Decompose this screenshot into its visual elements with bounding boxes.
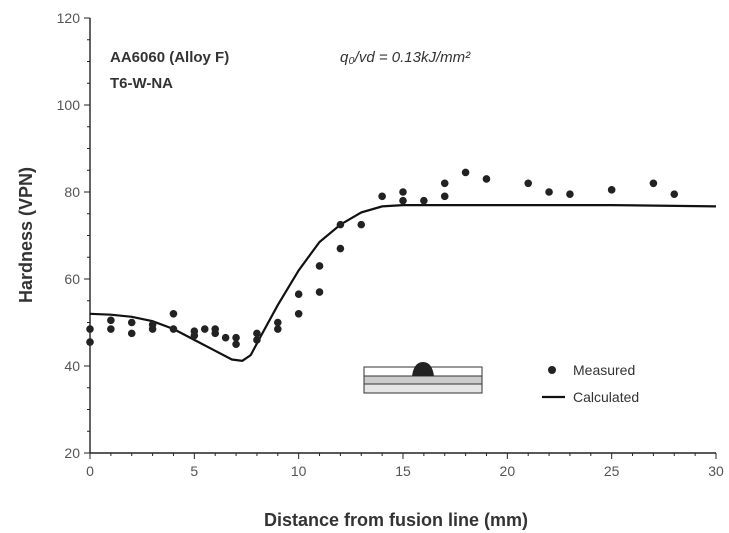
measured-point xyxy=(86,338,94,346)
measured-point xyxy=(440,179,449,188)
x-tick-label: 5 xyxy=(190,463,198,479)
measured-point xyxy=(107,325,115,333)
y-axis-title: Hardness (VPN) xyxy=(16,167,36,303)
measured-point xyxy=(232,333,240,342)
heat-input-annotation: q₀/vd = 0.13kJ/mm² xyxy=(340,49,471,66)
x-tick-label: 30 xyxy=(708,463,724,479)
measured-point xyxy=(253,336,261,344)
alloy-annotation: AA6060 (Alloy F) xyxy=(110,49,229,66)
measured-point xyxy=(294,310,303,318)
measured-point xyxy=(399,196,407,205)
x-tick-label: 10 xyxy=(291,463,307,479)
measured-point xyxy=(524,179,532,188)
measured-point xyxy=(107,316,115,325)
measured-point xyxy=(274,325,282,333)
measured-point xyxy=(482,175,491,183)
measured-point xyxy=(440,192,449,201)
x-ticks: 0 5 10 15 20 25 30 xyxy=(86,453,724,479)
x-tick-label: 15 xyxy=(395,463,411,479)
measured-point xyxy=(420,196,428,205)
measured-point xyxy=(545,188,553,196)
measured-point xyxy=(294,290,303,299)
legend-calculated-label: Calculated xyxy=(573,389,639,405)
measured-point xyxy=(274,318,282,327)
plot-axes: 0 5 10 15 20 25 30 20 40 60 80 100 120 xyxy=(57,10,724,479)
measured-point xyxy=(461,168,470,177)
measured-point xyxy=(399,188,407,196)
measured-point xyxy=(336,220,345,229)
y-tick-label: 100 xyxy=(57,97,81,113)
measured-point xyxy=(221,333,230,342)
measured-point xyxy=(607,186,616,194)
measured-point xyxy=(190,331,199,340)
measured-point xyxy=(200,325,209,333)
x-tick-label: 20 xyxy=(500,463,516,479)
measured-point xyxy=(211,329,219,338)
measured-point xyxy=(315,262,324,270)
y-ticks: 20 40 60 80 100 120 xyxy=(57,10,90,461)
y-tick-label: 20 xyxy=(64,445,80,461)
weld-schematic-icon xyxy=(363,362,483,394)
legend: Measured Calculated xyxy=(542,362,639,405)
y-tick-label: 60 xyxy=(64,271,80,287)
measured-point xyxy=(148,325,157,333)
measured-point xyxy=(315,288,324,296)
measured-point xyxy=(86,325,94,333)
x-tick-label: 25 xyxy=(604,463,620,479)
y-tick-label: 80 xyxy=(64,184,80,200)
measured-point xyxy=(169,325,178,333)
y-tick-label: 120 xyxy=(57,10,81,26)
measured-point xyxy=(253,329,261,338)
measured-point xyxy=(566,190,574,198)
measured-point xyxy=(127,329,136,338)
calculated-line xyxy=(89,204,717,362)
measured-point xyxy=(169,310,178,318)
measured-point xyxy=(649,179,658,188)
condition-annotation: T6-W-NA xyxy=(110,75,173,92)
measured-point xyxy=(232,340,240,349)
x-tick-label: 0 xyxy=(86,463,94,479)
measured-point xyxy=(127,318,136,327)
measured-point xyxy=(670,190,679,198)
measured-point xyxy=(378,192,386,201)
legend-measured-marker xyxy=(548,366,556,374)
legend-measured-label: Measured xyxy=(573,362,635,378)
y-tick-label: 40 xyxy=(64,358,80,374)
measured-point xyxy=(336,244,345,253)
measured-point xyxy=(357,220,366,229)
measured-points xyxy=(86,168,679,349)
x-axis-title: Distance from fusion line (mm) xyxy=(264,510,528,530)
